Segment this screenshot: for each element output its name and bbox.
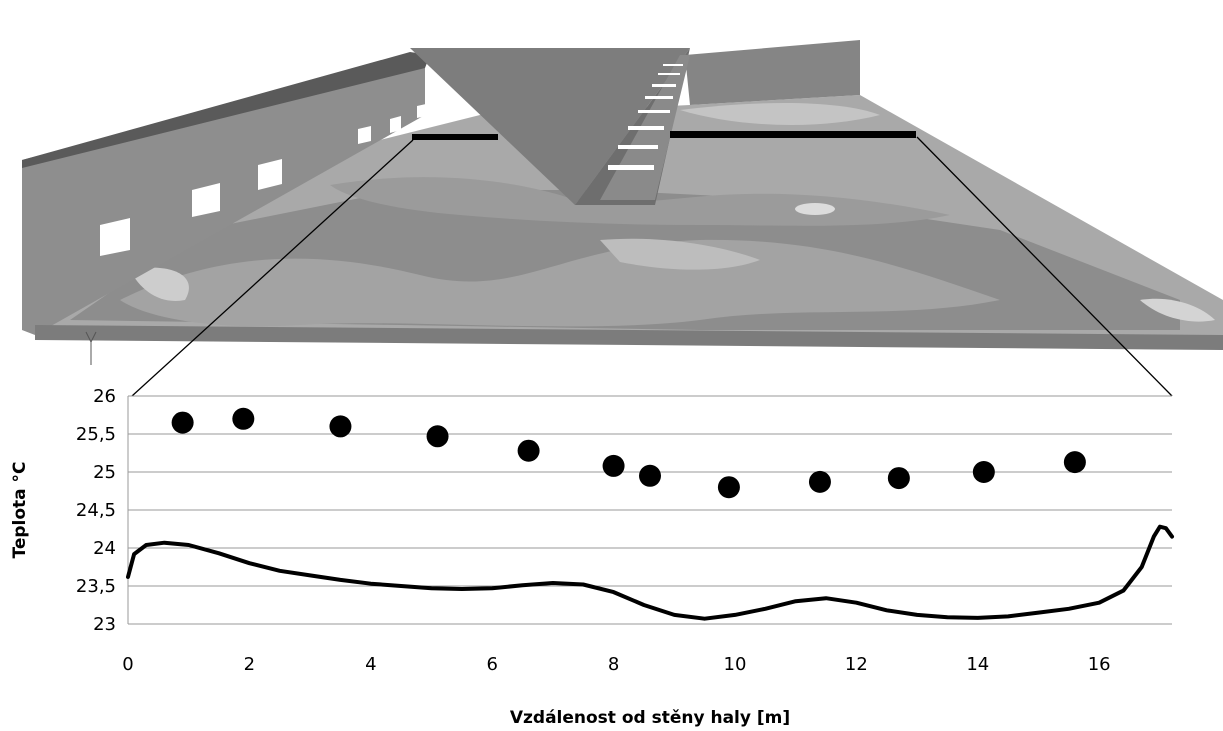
measurement-line-left	[412, 134, 498, 140]
x-tick-label: 0	[122, 654, 133, 675]
measured-point	[639, 464, 661, 487]
floor-zone-light-2	[680, 103, 880, 126]
x-tick-label: 12	[845, 654, 868, 675]
skylight-panels	[608, 64, 683, 170]
axis-glyph-mark	[85, 331, 97, 365]
measured-point	[1063, 451, 1086, 474]
x-tick-label: 4	[365, 654, 376, 675]
x-tick-label: 8	[608, 654, 619, 675]
measurement-line-right	[670, 131, 916, 138]
left-roof-edge	[22, 52, 430, 168]
floor-zone-mid-2	[330, 177, 950, 226]
floor-zone-light-1	[600, 238, 760, 270]
left-wall	[22, 55, 425, 335]
hall-3d-illustration	[22, 40, 1223, 397]
floor-zone-light-3	[130, 267, 189, 301]
x-tick-label: 2	[244, 654, 255, 675]
measured-point	[171, 411, 194, 434]
measured-point	[887, 467, 910, 490]
temperature-profile-line	[126, 524, 1174, 621]
measured-point	[717, 476, 740, 499]
measured-point	[517, 439, 540, 462]
floor-zone-light-4	[1140, 298, 1215, 322]
y-tick-label: 23,5	[76, 576, 116, 597]
zoom-line-left	[131, 139, 414, 397]
x-tick-label: 6	[486, 654, 497, 675]
y-tick-label: 25,5	[76, 424, 116, 445]
x-tick-labels: 0 2 4 6 8 10 12 14 16	[122, 654, 1110, 675]
y-tick-label: 24,5	[76, 500, 116, 521]
measured-point	[808, 470, 831, 493]
floor-front-edge	[35, 325, 1223, 350]
floor-zone-mid-1	[120, 239, 1000, 327]
measured-point	[426, 425, 449, 448]
roof-prism-left	[410, 48, 690, 205]
y-tick-label: 26	[93, 386, 116, 407]
floor-spot-light	[795, 203, 835, 215]
zoom-line-right	[916, 136, 1173, 397]
series-markers	[171, 407, 1086, 499]
y-tick-label: 25	[93, 462, 116, 483]
y-axis-label: Teplota °C	[10, 461, 30, 558]
x-axis-label: Vzdálenost od stěny haly [m]	[510, 708, 790, 728]
x-tick-label: 14	[966, 654, 989, 675]
wall-windows	[100, 104, 426, 256]
roof-prism-right	[685, 40, 860, 105]
x-tick-label: 16	[1088, 654, 1111, 675]
measured-point	[232, 407, 255, 430]
x-tick-label: 10	[724, 654, 747, 675]
gridlines	[127, 395, 1172, 625]
y-tick-labels: 23 23,5 24 24,5 25 25,5 26	[76, 386, 116, 635]
measured-point	[972, 461, 995, 483]
measured-point	[602, 454, 625, 477]
measured-point	[329, 415, 352, 438]
y-tick-label: 24	[93, 538, 116, 559]
series-lines	[126, 524, 1174, 621]
y-tick-label: 23	[93, 614, 116, 635]
